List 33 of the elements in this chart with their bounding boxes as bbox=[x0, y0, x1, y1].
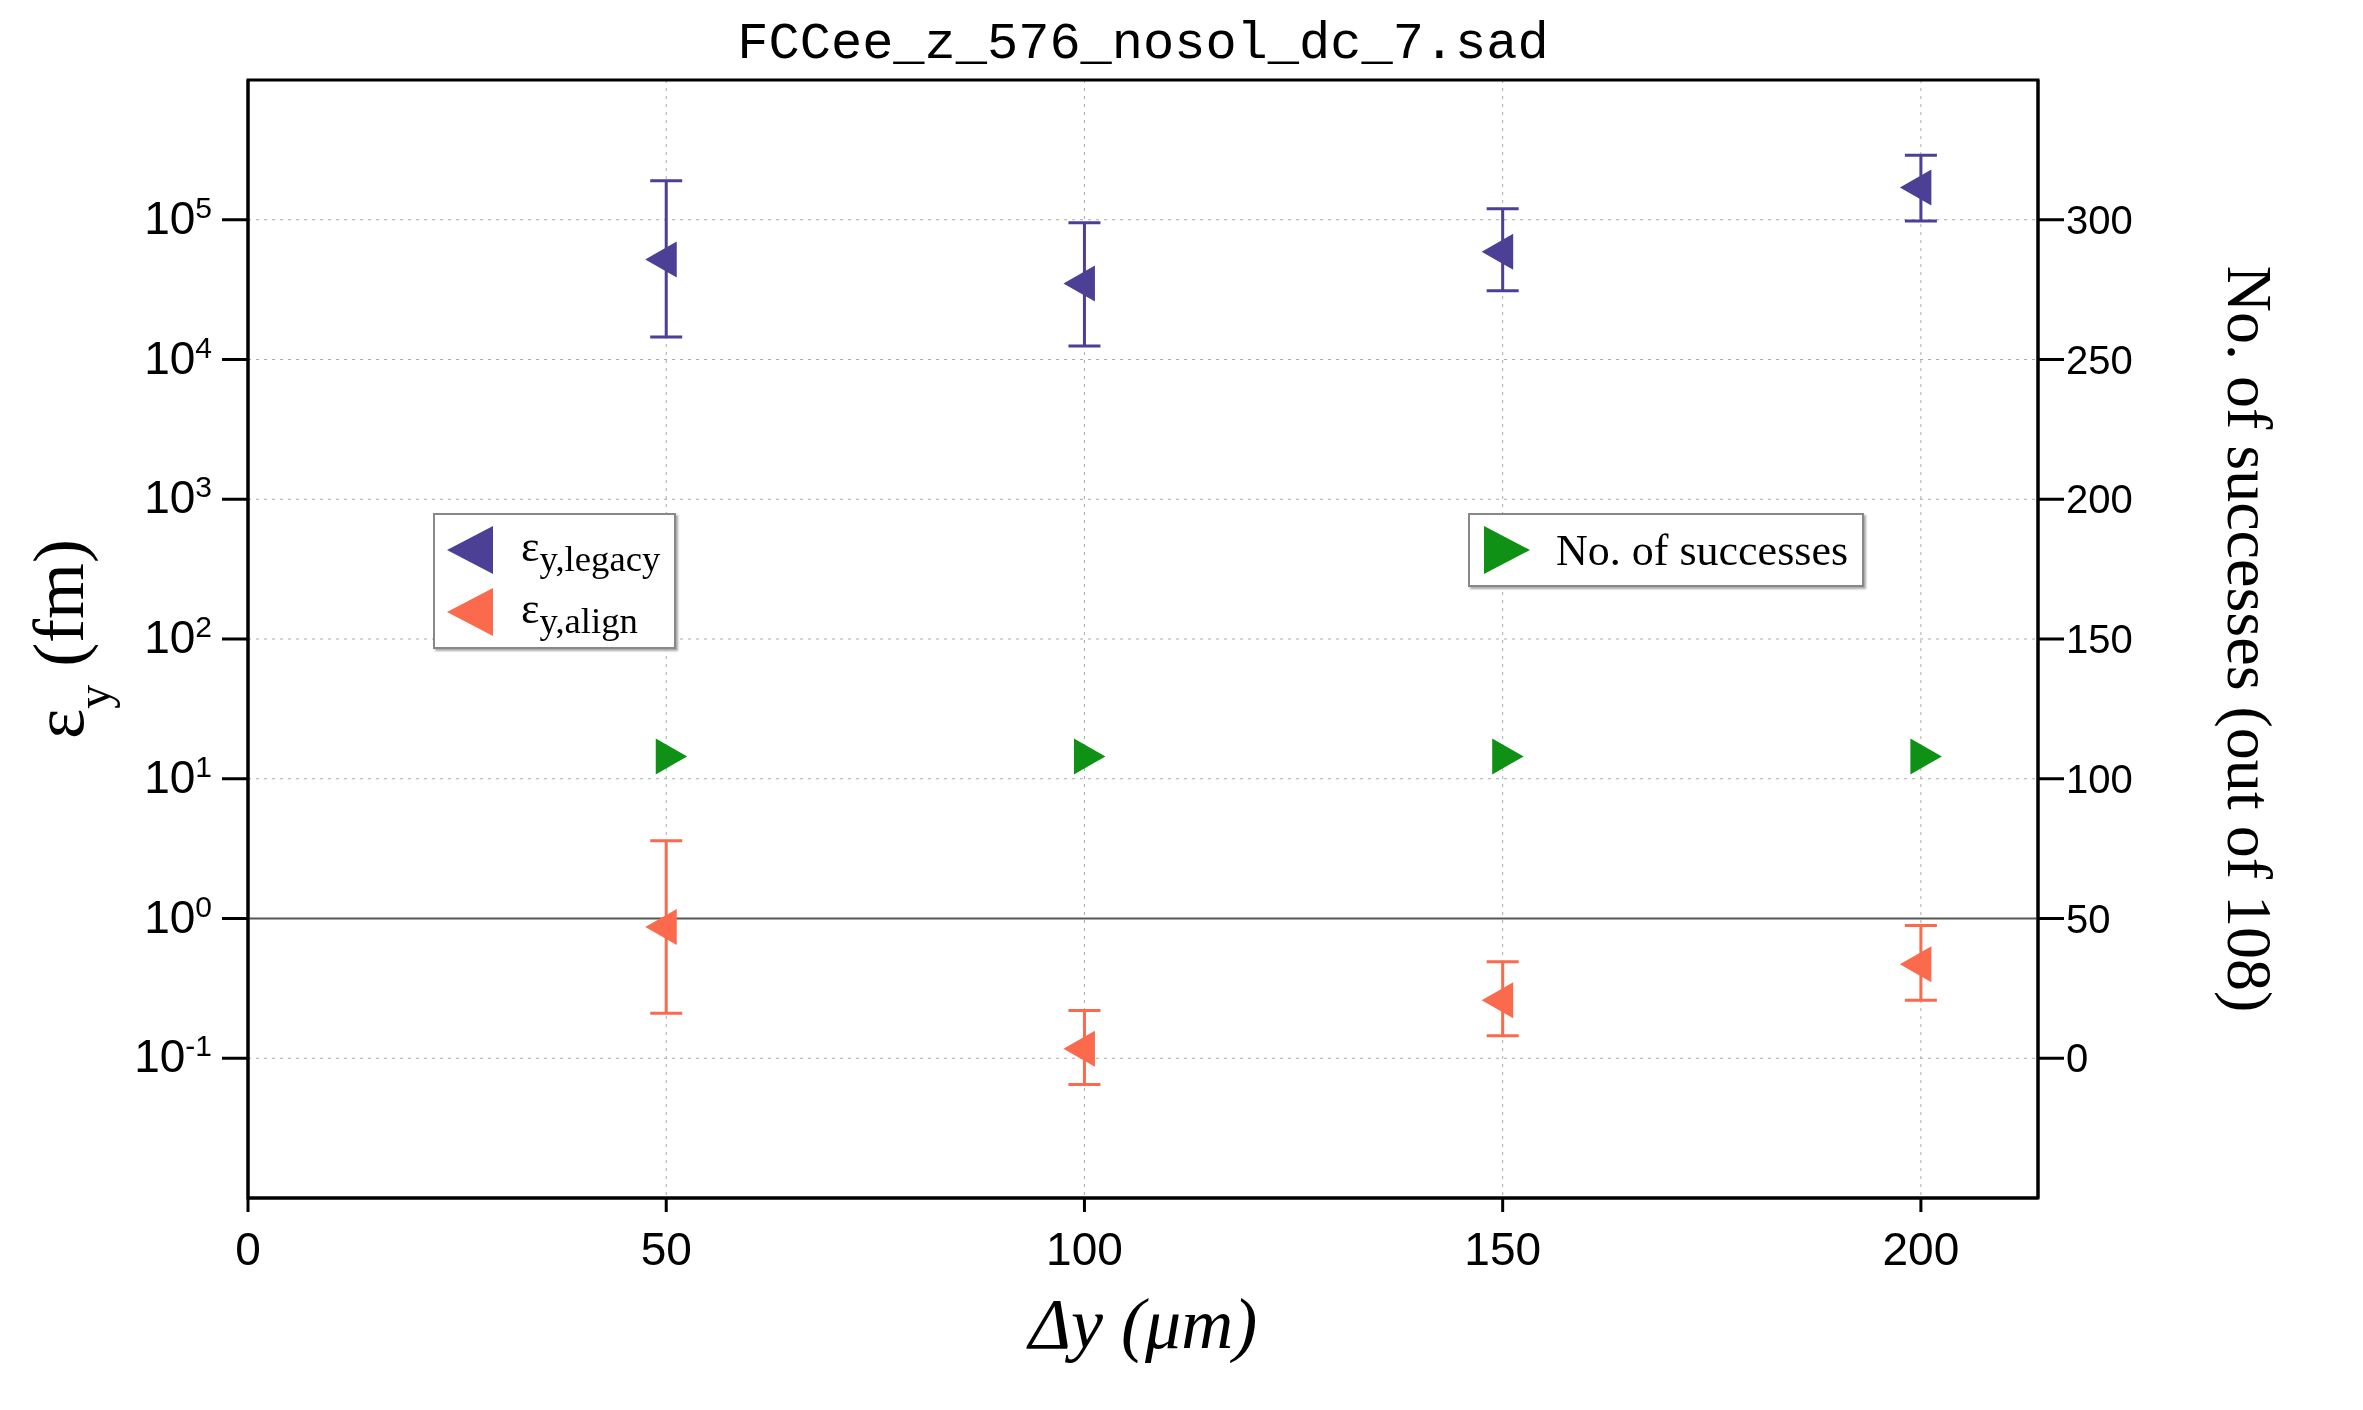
x-tick-label: 50 bbox=[640, 1222, 692, 1275]
x-tick-label: 100 bbox=[1046, 1222, 1123, 1275]
y2-axis-title: No. of successes (out of 108) bbox=[2214, 265, 2285, 1013]
y2-tick-label: 100 bbox=[2066, 756, 2133, 801]
legend-label: ε$_{y,legacy}$ bbox=[521, 520, 661, 580]
y-tick-label: 10$^{1}$ bbox=[144, 749, 212, 803]
chart-title: FCCee_z_576_nosol_dc_7.sad bbox=[737, 15, 1549, 74]
y-tick-label: 10$^{-1}$ bbox=[134, 1028, 212, 1083]
y-tick-label: 10$^{0}$ bbox=[144, 889, 212, 943]
legend-label: No. of successes bbox=[1556, 524, 1849, 576]
y2-tick-label: 150 bbox=[2066, 617, 2133, 662]
point bbox=[1899, 169, 1932, 206]
x-axis-title: Δy (μm) bbox=[1025, 1284, 1258, 1364]
y2-tick-label: 50 bbox=[2066, 896, 2111, 941]
point bbox=[1063, 1030, 1095, 1067]
y-tick-label: 10$^{2}$ bbox=[144, 609, 212, 663]
y-tick-label: 10$^{3}$ bbox=[144, 469, 212, 524]
point bbox=[1481, 982, 1514, 1019]
x-tick-label: 200 bbox=[1882, 1222, 1960, 1275]
y2-tick-label: 300 bbox=[2066, 197, 2133, 242]
y-tick-label: 10$^{4}$ bbox=[144, 330, 212, 384]
point bbox=[1481, 233, 1514, 270]
point bbox=[1899, 946, 1932, 983]
legend-label: ε$_{y,align}$ bbox=[521, 582, 638, 642]
point bbox=[645, 241, 677, 278]
y2-tick-label: 0 bbox=[2066, 1036, 2089, 1081]
x-tick-label: 150 bbox=[1464, 1222, 1542, 1275]
y2-tick-label: 250 bbox=[2066, 337, 2133, 382]
y-tick-label: 10$^{5}$ bbox=[144, 190, 212, 244]
y2-tick-label: 200 bbox=[2066, 477, 2133, 522]
point bbox=[645, 908, 677, 945]
x-tick-label: 0 bbox=[235, 1222, 261, 1275]
point bbox=[1063, 265, 1095, 302]
